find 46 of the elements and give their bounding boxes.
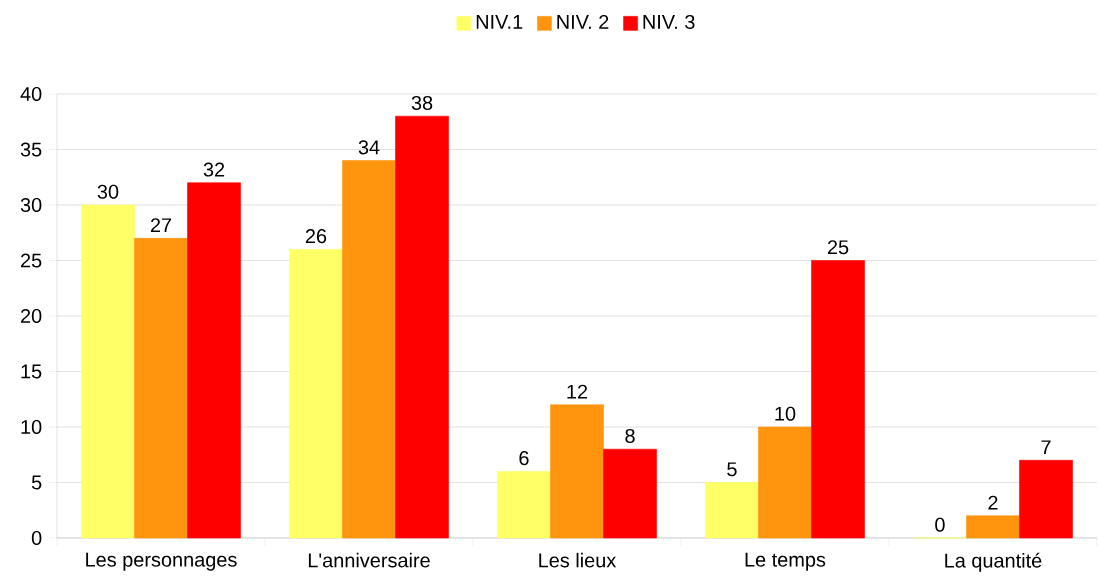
bar bbox=[289, 249, 343, 539]
data-label: 8 bbox=[625, 428, 635, 443]
bar bbox=[758, 426, 812, 539]
data-label: 10 bbox=[775, 406, 796, 421]
data-label: 30 bbox=[97, 184, 119, 199]
bar bbox=[1019, 459, 1073, 539]
data-label: 34 bbox=[358, 140, 380, 155]
bar bbox=[550, 404, 604, 539]
bar bbox=[603, 448, 657, 539]
y-tick-label: 0 bbox=[31, 530, 42, 546]
data-label: 12 bbox=[567, 384, 588, 399]
y-tick-label: 35 bbox=[20, 142, 42, 157]
y-tick-label: 25 bbox=[21, 253, 42, 268]
data-label: 25 bbox=[827, 240, 849, 255]
x-tick-label: Le temps bbox=[745, 552, 826, 571]
data-label: 32 bbox=[203, 162, 225, 177]
y-tick-label: 40 bbox=[20, 86, 42, 102]
bar bbox=[705, 482, 759, 539]
x-tick-label: Les personnages bbox=[86, 552, 237, 571]
bar bbox=[187, 182, 241, 539]
y-tick-label: 20 bbox=[21, 308, 42, 324]
bar bbox=[342, 160, 396, 539]
data-label: 26 bbox=[305, 229, 327, 244]
data-label: 27 bbox=[150, 218, 172, 233]
data-label: 7 bbox=[1041, 440, 1051, 455]
bar bbox=[497, 471, 551, 539]
x-tick-label: L'anniversaire bbox=[308, 552, 430, 568]
bar bbox=[81, 204, 135, 539]
x-tick-label: La quantité bbox=[945, 552, 1042, 572]
data-label: 38 bbox=[411, 95, 433, 110]
legend-label: NIV.1 bbox=[476, 15, 523, 29]
x-tick-label: Les lieux bbox=[539, 552, 617, 568]
y-tick-label: 15 bbox=[21, 364, 42, 379]
data-label: 5 bbox=[727, 462, 737, 477]
legend-label: NIV. 3 bbox=[643, 14, 695, 29]
bar bbox=[966, 515, 1020, 539]
bar bbox=[395, 115, 449, 539]
data-label: 2 bbox=[988, 495, 998, 510]
data-label: 0 bbox=[935, 517, 945, 532]
legend-label: NIV. 2 bbox=[557, 14, 609, 29]
data-label: 6 bbox=[519, 451, 529, 466]
y-tick-label: 5 bbox=[31, 475, 42, 490]
y-tick-label: 10 bbox=[21, 419, 42, 435]
y-tick-label: 30 bbox=[20, 197, 42, 213]
bar bbox=[134, 237, 188, 539]
bar bbox=[811, 260, 865, 539]
